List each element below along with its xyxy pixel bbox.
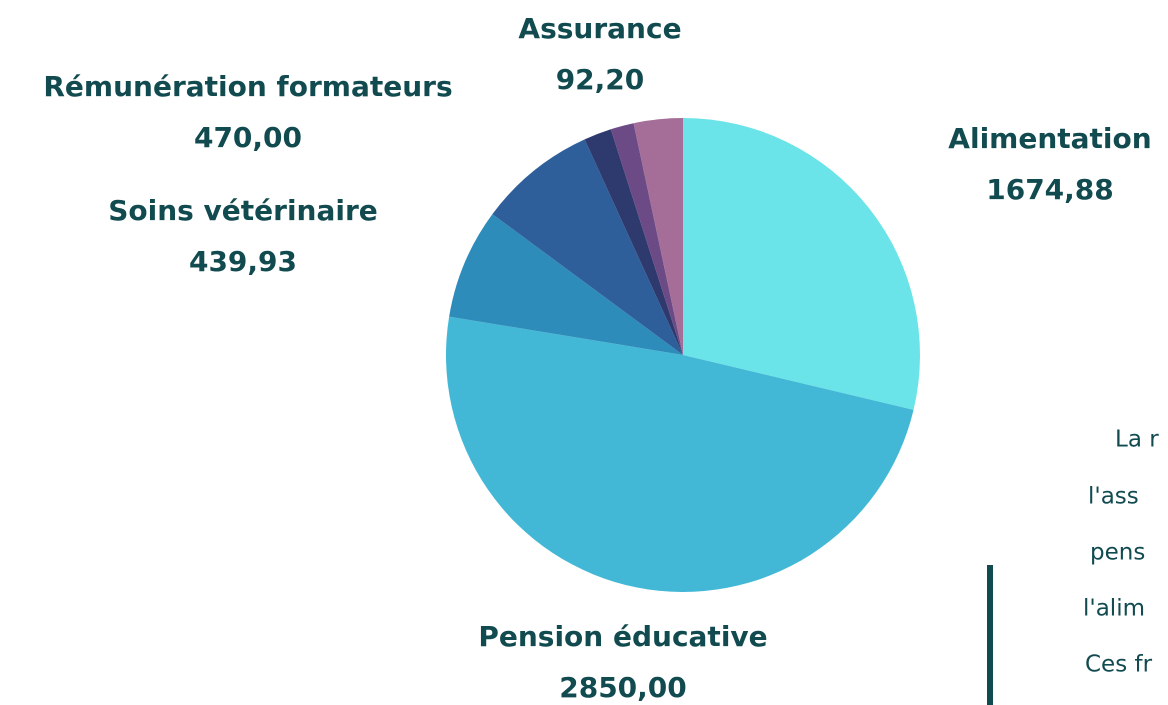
note-bar [987,565,993,705]
slice-label: Rémunération formateurs [43,70,452,103]
pie-slice [584,129,683,355]
slice-value: 1674,88 [986,173,1114,206]
note-line: La r [1115,427,1159,453]
note-line: con [1120,702,1161,705]
slice-value: 439,93 [189,245,297,278]
note-line: l'alim [1083,596,1145,622]
slice-value: 2850,00 [559,671,687,704]
pie-slice [633,118,683,355]
slice-label: Alimentation [948,122,1151,155]
note-line: l'ass [1088,484,1139,510]
note-line: pens [1090,540,1145,566]
slice-value: 92,20 [556,63,645,96]
pie-slice [492,139,683,355]
slice-value: 470,00 [194,121,302,154]
slice-label: Pension éducative [478,620,767,653]
slice-label: Assurance [518,12,681,45]
pie-slice [610,123,683,355]
pie-slice [449,214,683,355]
pie-slice [446,316,914,592]
pie-slice [683,118,921,410]
slice-label: Soins vétérinaire [108,194,378,227]
note-line: Ces fr [1085,652,1153,678]
